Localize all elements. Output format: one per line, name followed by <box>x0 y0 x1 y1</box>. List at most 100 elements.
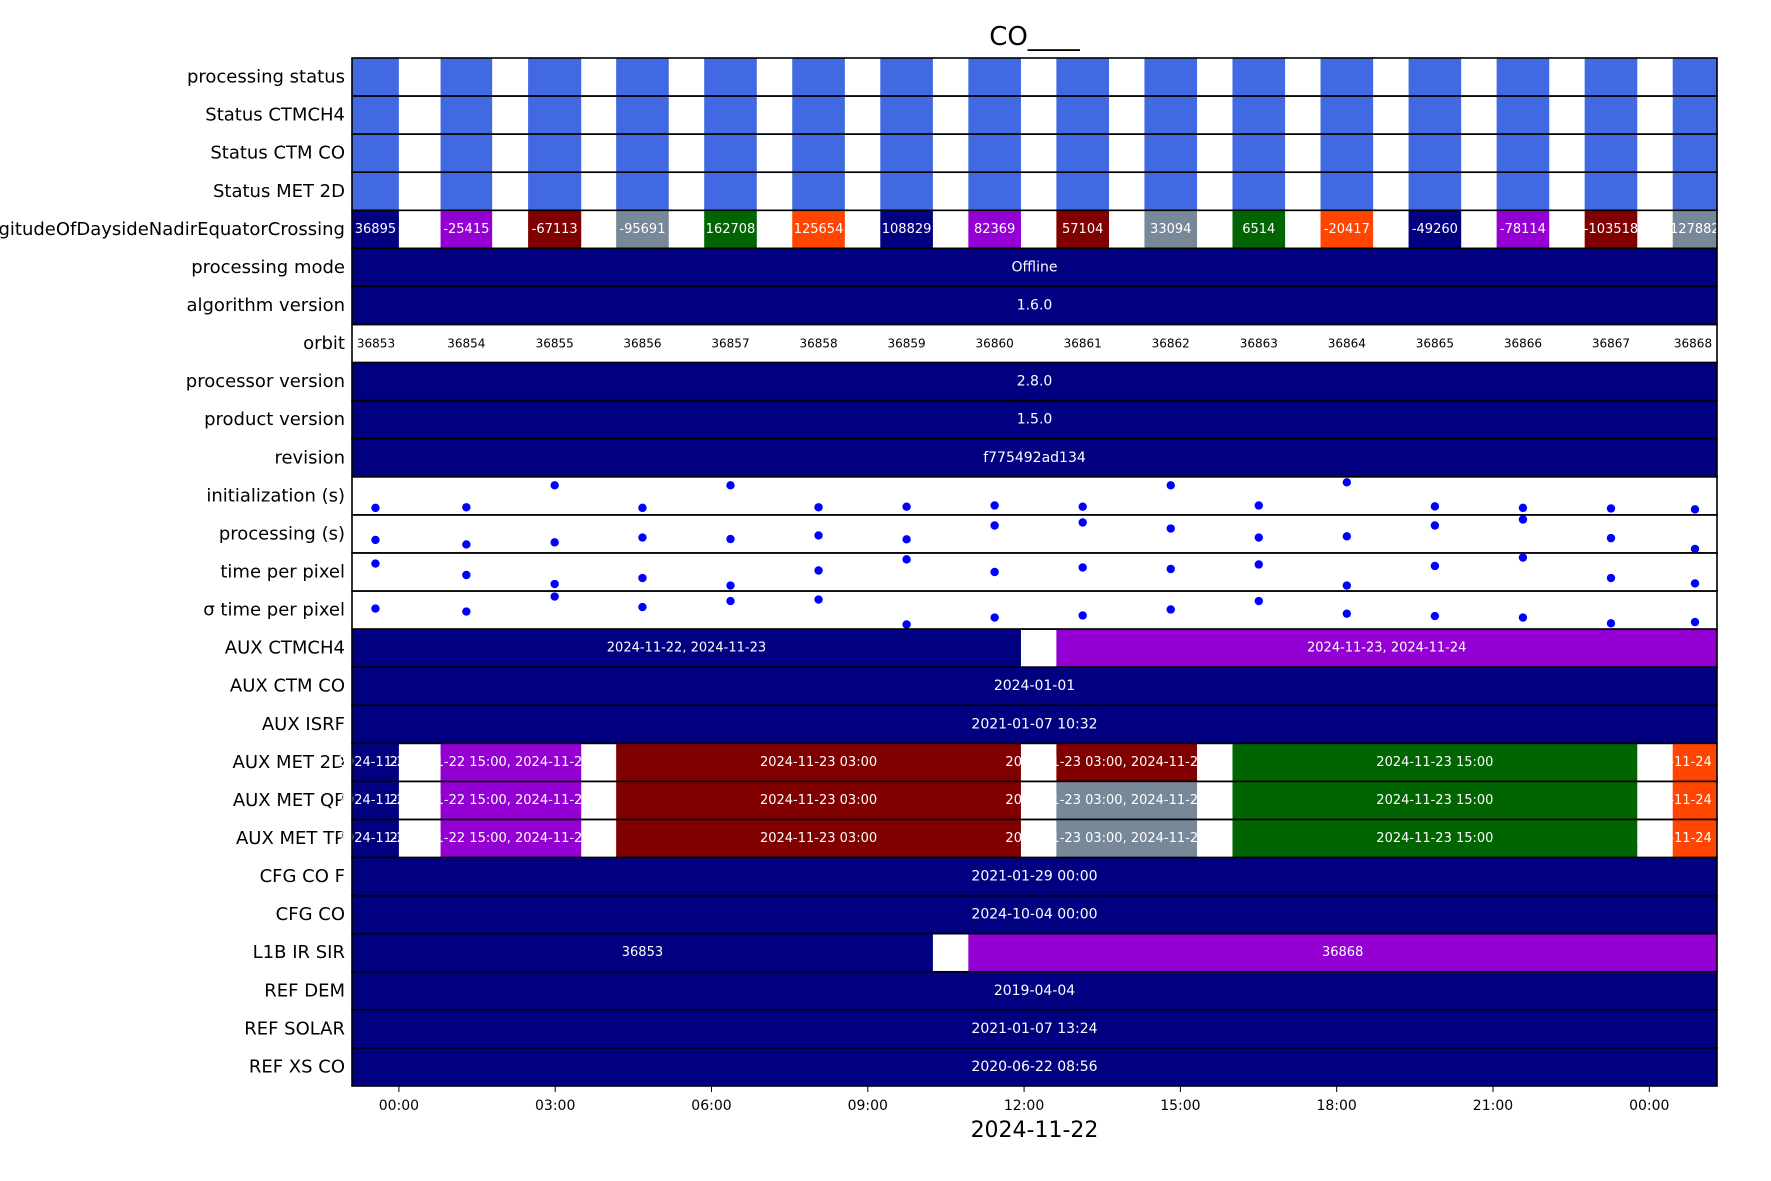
segment-label: 2024-11-22 <box>338 831 414 846</box>
segment-label: 2024-11-23 03:00 <box>760 831 877 846</box>
aux-segment <box>352 933 933 972</box>
longitude-bar <box>1320 210 1374 249</box>
x-tick-label: 12:00 <box>1004 1098 1044 1114</box>
longitude-bar <box>1408 210 1462 249</box>
band-value: 2021-01-29 00:00 <box>971 869 1097 885</box>
row-label: LongitudeOfDaysideNadirEquatorCrossing <box>0 219 345 240</box>
aux-segment <box>1232 781 1638 820</box>
status-bar <box>1144 58 1198 97</box>
orbit-number: 36861 <box>1064 337 1102 351</box>
orbit-number: 36854 <box>447 337 485 351</box>
orbit-number: 36864 <box>1328 337 1366 351</box>
data-point <box>550 579 559 589</box>
x-tick-label: 15:00 <box>1160 1098 1200 1114</box>
value-band <box>352 248 1717 287</box>
status-bar <box>968 96 1021 135</box>
data-point <box>1342 581 1352 590</box>
row-label: REF DEM <box>264 980 345 1001</box>
aux-segment <box>1232 743 1638 782</box>
row-label: time per pixel <box>220 562 345 583</box>
row-label: orbit <box>303 333 345 354</box>
longitude-bar <box>792 210 845 249</box>
status-bar <box>616 58 669 97</box>
status-bar <box>880 172 933 211</box>
x-tick-label: 03:00 <box>535 1098 575 1114</box>
data-point <box>1518 515 1528 524</box>
status-bar <box>1144 134 1198 173</box>
status-bar <box>616 172 669 211</box>
status-bar <box>792 58 845 97</box>
band-value: 2021-01-07 13:24 <box>971 1021 1097 1037</box>
status-bar <box>352 96 399 135</box>
segment-label: 2024-11-22 <box>338 793 414 808</box>
row-label: CFG CO <box>276 904 345 925</box>
status-bar <box>528 96 582 135</box>
status-bar <box>528 172 582 211</box>
status-bar <box>1584 172 1638 211</box>
status-bar <box>1232 58 1286 97</box>
data-point <box>814 531 823 540</box>
longitude-bar <box>1584 210 1638 249</box>
data-point <box>902 502 911 511</box>
row-label: Status CTM CO <box>210 143 345 164</box>
status-bar <box>704 96 757 135</box>
segment-label: 2024-11-22 <box>338 755 414 770</box>
aux-segment <box>440 819 582 858</box>
row-label: REF XS CO <box>249 1056 345 1077</box>
status-bar <box>880 58 933 97</box>
row-label: revision <box>274 447 345 468</box>
data-point <box>1430 502 1440 511</box>
segment-label: 36853 <box>622 945 663 960</box>
longitude-value: -78114 <box>1500 222 1546 237</box>
data-point <box>1606 533 1616 543</box>
longitude-value: -49260 <box>1412 222 1458 237</box>
segment-label: 2024-11-23, 2024-11-24 <box>1307 641 1466 656</box>
data-point <box>1078 563 1087 572</box>
data-point <box>814 595 823 604</box>
data-point <box>814 566 823 575</box>
data-point <box>1166 524 1175 533</box>
status-bar <box>880 96 933 135</box>
status-bar <box>1584 96 1638 135</box>
segment-label: 2024-11-24 03:00 <box>1636 831 1753 846</box>
x-tick-label: 00:00 <box>1629 1098 1669 1114</box>
orbit-number: 36858 <box>799 337 837 351</box>
status-bar <box>968 172 1021 211</box>
row-label: processing (s) <box>219 523 345 544</box>
longitude-value: 57104 <box>1062 222 1103 237</box>
longitude-value: -103518 <box>1584 222 1638 237</box>
value-band <box>352 705 1717 744</box>
longitude-bar <box>352 210 399 249</box>
data-point <box>726 534 735 544</box>
longitude-value: 82369 <box>974 222 1015 237</box>
status-bar <box>704 172 757 211</box>
row-label: processing mode <box>191 257 345 278</box>
data-point <box>990 521 999 530</box>
segment-label: 2024-11-23 15:00 <box>1376 793 1493 808</box>
band-value: 2021-01-07 10:32 <box>971 716 1097 732</box>
data-point <box>1342 532 1352 541</box>
row-label: AUX ISRF <box>262 714 345 735</box>
aux-segment <box>968 933 1717 972</box>
row-frame <box>351 1047 1718 1087</box>
data-point <box>1690 505 1700 514</box>
value-band <box>352 667 1717 706</box>
segment-label: 36868 <box>1322 945 1363 960</box>
longitude-value: -95691 <box>619 222 665 237</box>
status-bar <box>1496 172 1550 211</box>
status-bar <box>792 96 845 135</box>
aux-segment <box>616 819 1021 858</box>
row-label: processor version <box>186 371 345 392</box>
aux-segment <box>1232 819 1638 858</box>
status-bar <box>1672 172 1717 211</box>
orbit-number: 36865 <box>1416 337 1454 351</box>
data-point <box>550 592 559 601</box>
data-point <box>1254 501 1263 510</box>
row-label: σ time per pixel <box>203 600 345 621</box>
status-bar <box>1408 172 1462 211</box>
segment-label: 2024-11-23 03:00, 2024-11-23 15:00 <box>1005 755 1248 770</box>
data-point <box>726 581 735 590</box>
x-axis-title: 2024-11-22 <box>970 1118 1099 1143</box>
data-point <box>1430 611 1440 621</box>
